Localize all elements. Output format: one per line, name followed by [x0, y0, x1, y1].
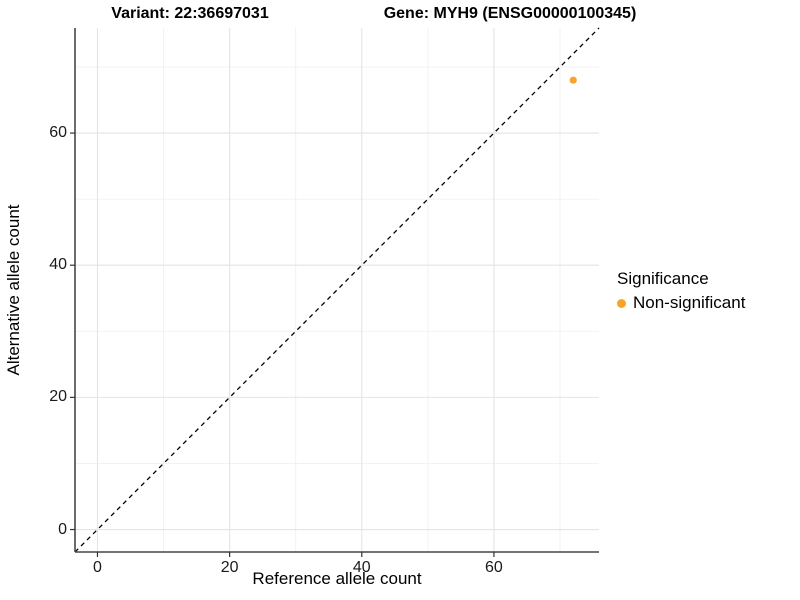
minor-gridlines: [75, 28, 599, 552]
data-points: [569, 76, 577, 84]
legend: Significance Non-significant: [617, 269, 745, 313]
legend-title: Significance: [617, 269, 709, 288]
gene-title: Gene: MYH9 (ENSG00000100345): [383, 5, 637, 22]
x-tick-label: 0: [93, 559, 102, 576]
legend-item: Non-significant: [617, 293, 745, 313]
identity-dashed-line: [74, 27, 600, 553]
y-tick-label: 60: [49, 124, 67, 142]
y-tick-label: 40: [49, 256, 67, 274]
variant-title: Variant: 22:36697031: [111, 5, 269, 22]
x-tick-label: 20: [220, 559, 239, 576]
y-axis-title: Alternative allele count: [4, 204, 23, 376]
legend-item-label: Non-significant: [633, 293, 746, 312]
major-gridlines: [75, 28, 599, 552]
axis-lines: [74, 28, 599, 553]
identity-line: [74, 27, 600, 553]
y-tick-label: 0: [58, 520, 67, 538]
legend-point-icon: [617, 298, 626, 308]
x-tick-label: 40: [352, 559, 371, 576]
data-point: [569, 76, 577, 84]
x-tick-label: 60: [485, 559, 503, 576]
tick-marks: [70, 132, 495, 557]
y-tick-label: 20: [49, 388, 67, 406]
x-axis-title: Reference allele count: [252, 569, 422, 588]
